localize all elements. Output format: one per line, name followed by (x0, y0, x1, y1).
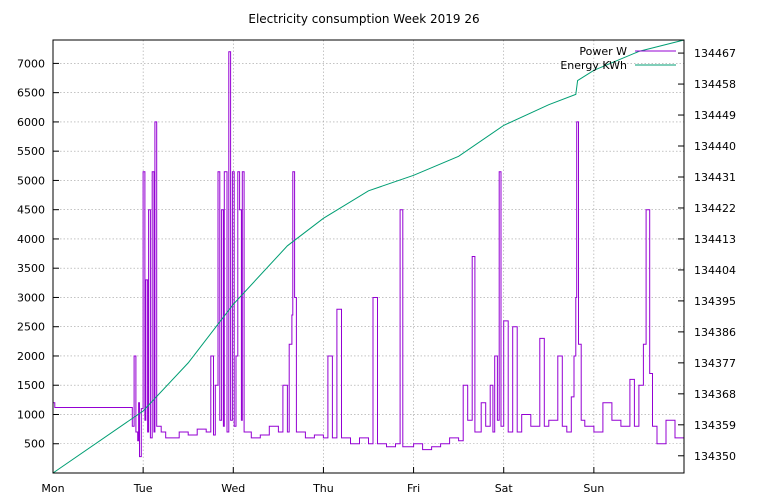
y-tick-label-right: 134467 (694, 47, 736, 60)
legend-label-power: Power W (579, 45, 627, 58)
y-tick-label-right: 134368 (694, 388, 736, 401)
y-tick-label-right: 134386 (694, 326, 736, 339)
y-tick-label-right: 134395 (694, 295, 736, 308)
y-tick-label-right: 134449 (694, 109, 736, 122)
x-tick-label: Fri (407, 482, 420, 495)
y-tick-label-left: 4000 (17, 233, 45, 246)
y-tick-label-left: 1500 (17, 379, 45, 392)
y-tick-label-left: 1000 (17, 408, 45, 421)
grid (53, 40, 684, 473)
y-tick-label-left: 4500 (17, 204, 45, 217)
x-tick-label: Sat (495, 482, 514, 495)
y-tick-label-right: 134431 (694, 171, 736, 184)
x-tick-label: Mon (41, 482, 64, 495)
x-tick-label: Wed (221, 482, 245, 495)
y-axis-left: 500 1000 1500 2000 2500 3000 3500 4000 4500 5000 5… (17, 57, 59, 451)
y-tick-label-left: 7000 (17, 57, 45, 70)
chart-title: Electricity consumption Week 2019 26 (248, 12, 479, 26)
y-tick-label-right: 134422 (694, 202, 736, 215)
y-axis-right: 134350 134359 134368 134377 134386 134395 1344… (678, 47, 736, 463)
x-tick-label: Tue (133, 482, 153, 495)
series-energy (52, 39, 685, 474)
legend-label-energy: Energy KWh (560, 59, 627, 72)
series-power (53, 51, 685, 458)
y-tick-label-right: 134377 (694, 357, 736, 370)
y-tick-label-left: 6000 (17, 116, 45, 129)
x-tick-label: Thu (312, 482, 334, 495)
y-tick-label-left: 3000 (17, 291, 45, 304)
plot-frame (52, 39, 685, 474)
y-tick-label-left: 2000 (17, 350, 45, 363)
y-tick-label-left: 5500 (17, 145, 45, 158)
y-tick-label-left: 6500 (17, 87, 45, 100)
y-tick-label-left: 5000 (17, 174, 45, 187)
x-axis: Mon Tue Wed Thu Fri Sat Sun (41, 467, 604, 495)
y-tick-label-left: 2500 (17, 321, 45, 334)
y-tick-label-right: 134404 (694, 264, 736, 277)
y-tick-label-left: 3500 (17, 262, 45, 275)
y-tick-label-right: 134359 (694, 419, 736, 432)
y-tick-label-right: 134458 (694, 78, 736, 91)
y-tick-label-left: 500 (24, 438, 45, 451)
energy-line (52, 39, 685, 474)
power-line (53, 51, 685, 458)
x-tick-label: Sun (583, 482, 604, 495)
y-tick-label-right: 134350 (694, 450, 736, 463)
y-tick-label-right: 134440 (694, 140, 736, 153)
y-tick-label-right: 134413 (694, 233, 736, 246)
legend: Power W Energy KWh (560, 45, 676, 72)
